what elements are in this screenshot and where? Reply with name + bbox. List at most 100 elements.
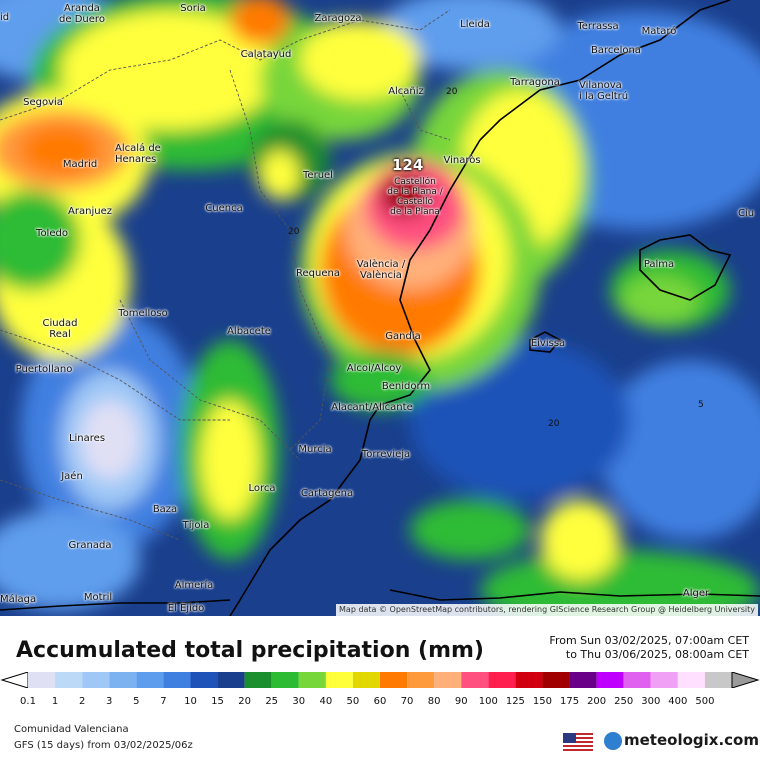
scale-swatch [55, 672, 83, 688]
scale-tick-label: 200 [587, 696, 607, 707]
precipitation-field [0, 0, 760, 616]
scale-tick-label: 100 [478, 696, 498, 707]
city-label: Alcañiz [388, 86, 424, 97]
city-label: Torrevieja [361, 449, 411, 460]
scale-swatch [461, 672, 489, 688]
time-range-to: to Thu 03/06/2025, 08:00am CET [565, 648, 749, 661]
color-scale-labels: 0.1 1 2 3 5 7 10 15 20 25 30 40 50 60 70 80 90 100 125 150 1… [0, 696, 760, 710]
city-label: Mataró [641, 26, 677, 37]
time-range-from: From Sun 03/02/2025, 07:00am CET [549, 634, 749, 647]
scale-swatch [190, 672, 218, 688]
contour-label: 20 [548, 419, 560, 429]
city-label: Toledo [36, 228, 68, 239]
color-scale [0, 672, 760, 688]
city-label: Soria [180, 3, 206, 14]
time-range: From Sun 03/02/2025, 07:00am CET to Thu … [549, 634, 749, 662]
scale-swatch [434, 672, 462, 688]
city-label: Baza [152, 504, 178, 515]
scale-tick-label: 30 [292, 696, 306, 707]
city-label: Ciu [738, 208, 755, 219]
city-label: Segovia [23, 97, 63, 108]
precipitation-map[interactable]: 124 20 20 20 5 Aranda de Duero Soria Zar… [0, 0, 760, 616]
city-label: Terrassa [577, 21, 619, 32]
city-label: Requena [296, 268, 340, 279]
city-label: Almería [174, 580, 214, 591]
scale-arrow-left [0, 672, 29, 688]
city-label: Alacant/Alicante [331, 402, 413, 413]
city-label: Ciudad Real [42, 318, 78, 340]
scale-swatch [623, 672, 651, 688]
scale-tick-label: 125 [505, 696, 525, 707]
scale-swatch [542, 672, 570, 688]
scale-swatch [136, 672, 164, 688]
city-label: Aranjuez [68, 206, 112, 217]
city-label: Málaga [0, 594, 37, 605]
scale-swatch [569, 672, 597, 688]
city-label: Murcia [298, 444, 332, 455]
city-label: Lorca [248, 483, 276, 494]
city-label: Cartagena [300, 488, 354, 499]
contour-label: 5 [698, 400, 704, 410]
scale-swatch [109, 672, 137, 688]
scale-tick-label: 1 [51, 696, 59, 707]
city-label: Lleida [460, 19, 490, 30]
scale-tick-label: 250 [614, 696, 634, 707]
city-label: Barcelona [591, 45, 641, 56]
city-label: Albacete [227, 326, 271, 337]
map-attribution: Map data © OpenStreetMap contributors, r… [336, 604, 758, 616]
scale-swatch [163, 672, 191, 688]
city-label: Vilanova i la Geltrú [579, 80, 629, 102]
city-label: Tarragona [510, 77, 560, 88]
region-label: Comunidad Valenciana [14, 724, 129, 735]
city-label: Benidorm [381, 381, 431, 392]
city-label: Cuenca [205, 203, 243, 214]
scale-swatch [596, 672, 624, 688]
city-label: Castellón de la Plana / Castelló de la P… [387, 177, 443, 217]
city-label: Tomelloso [118, 308, 168, 319]
city-label: Calatayud [240, 49, 292, 60]
scale-tick-label: 60 [373, 696, 387, 707]
city-label: Eivissa [530, 338, 566, 349]
model-label: GFS (15 days) from 03/02/2025/06z [14, 740, 193, 751]
scale-swatch [488, 672, 516, 688]
scale-tick-label: 3 [106, 696, 113, 707]
scale-tick-label: 300 [641, 696, 661, 707]
scale-tick-label: 90 [454, 696, 468, 707]
scale-tick-label: 500 [695, 696, 715, 707]
scale-tick-label: 175 [559, 696, 580, 707]
scale-swatch [28, 672, 56, 688]
city-label: Aranda de Duero [59, 3, 105, 25]
city-label: Zaragoza [314, 13, 362, 24]
meteologix-logo-icon [604, 732, 622, 750]
scale-swatch [244, 672, 272, 688]
scale-tick-label: 20 [238, 696, 251, 707]
scale-tick-label: 0.1 [20, 696, 36, 707]
meteologix-logo[interactable]: meteologix.com [624, 731, 759, 749]
scale-swatch [298, 672, 326, 688]
scale-tick-label: 70 [400, 696, 414, 707]
scale-swatch [325, 672, 353, 688]
city-label: Madrid [62, 159, 98, 170]
scale-swatch [704, 672, 732, 688]
scale-swatch [217, 672, 245, 688]
us-flag-icon[interactable] [563, 733, 593, 751]
scale-tick-label: 150 [532, 696, 552, 707]
city-label: El Ejido [167, 603, 205, 614]
contour-label: 20 [446, 87, 458, 97]
scale-swatch [82, 672, 110, 688]
scale-tick-label: 2 [78, 696, 86, 707]
city-label: id [0, 12, 10, 23]
city-label: Tíjola [182, 520, 210, 531]
scale-tick-label: 40 [319, 696, 333, 707]
scale-swatch [271, 672, 299, 688]
scale-swatch [515, 672, 543, 688]
city-label: Alger [682, 588, 710, 599]
city-label: Palma [643, 259, 675, 270]
scale-tick-label: 5 [133, 696, 140, 707]
scale-tick-label: 7 [160, 696, 167, 707]
legend-footer: Accumulated total precipitation (mm) Fro… [0, 616, 760, 760]
scale-swatch [650, 672, 678, 688]
city-label: Alcalá de Henares [115, 143, 161, 165]
city-label: Jaén [61, 471, 83, 482]
scale-tick-label: 25 [265, 696, 279, 707]
